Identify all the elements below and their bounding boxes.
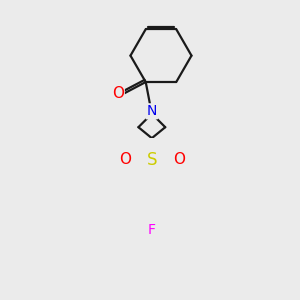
Text: O: O	[112, 85, 124, 100]
Text: N: N	[147, 104, 157, 118]
Text: F: F	[148, 223, 156, 237]
Text: O: O	[173, 152, 185, 167]
Text: O: O	[119, 152, 131, 167]
Text: S: S	[147, 151, 157, 169]
